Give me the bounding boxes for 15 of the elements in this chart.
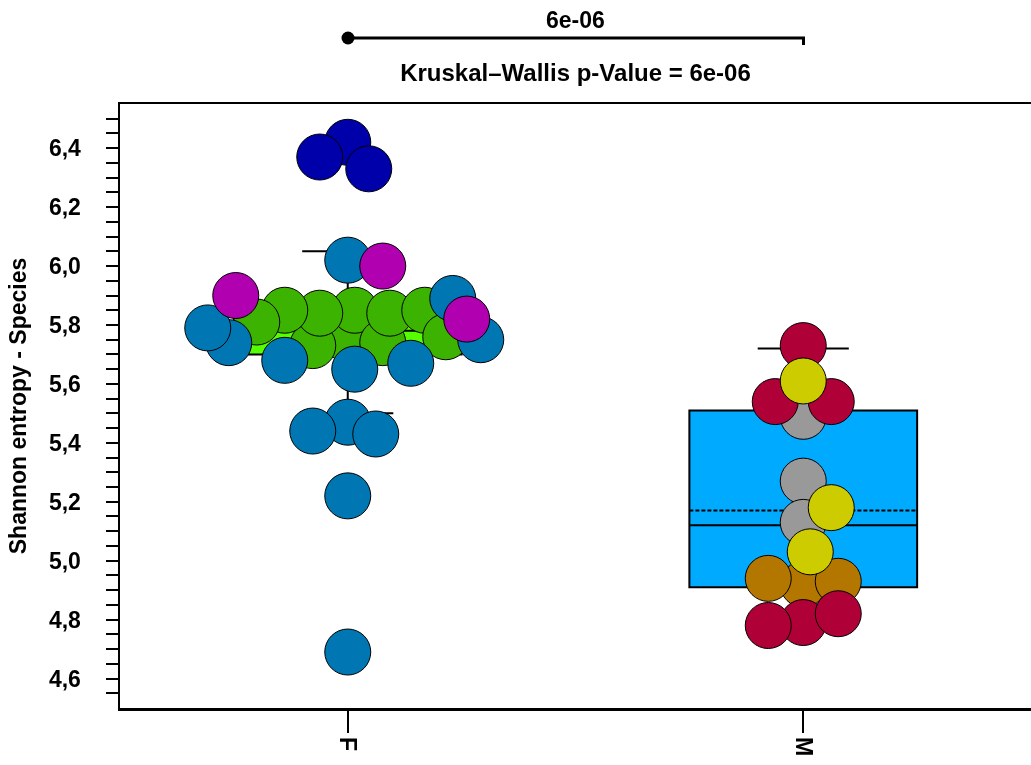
y-tick-label: 4,8 — [48, 606, 82, 633]
y-tick-label: 5,8 — [48, 312, 82, 339]
y-tick-label: 6,4 — [48, 135, 82, 162]
x-tick-label: F — [335, 737, 362, 752]
y-tick-label: 5,2 — [48, 488, 81, 515]
y-tick-label: 5,4 — [48, 429, 82, 456]
chart-title: Kruskal–Wallis p-Value = 6e-06 — [400, 59, 751, 87]
y-tick-label: 6,2 — [48, 194, 81, 221]
text: 6e-06 — [546, 7, 605, 33]
y-axis-title: Shannon entropy - Species — [5, 257, 32, 555]
y-tick-label: 6,0 — [48, 253, 81, 280]
y-tick-label: 4,6 — [48, 665, 81, 692]
y-tick-label: 5,0 — [48, 547, 81, 574]
x-tick-label: M — [790, 737, 817, 757]
y-tick-label: 5,6 — [48, 370, 81, 397]
